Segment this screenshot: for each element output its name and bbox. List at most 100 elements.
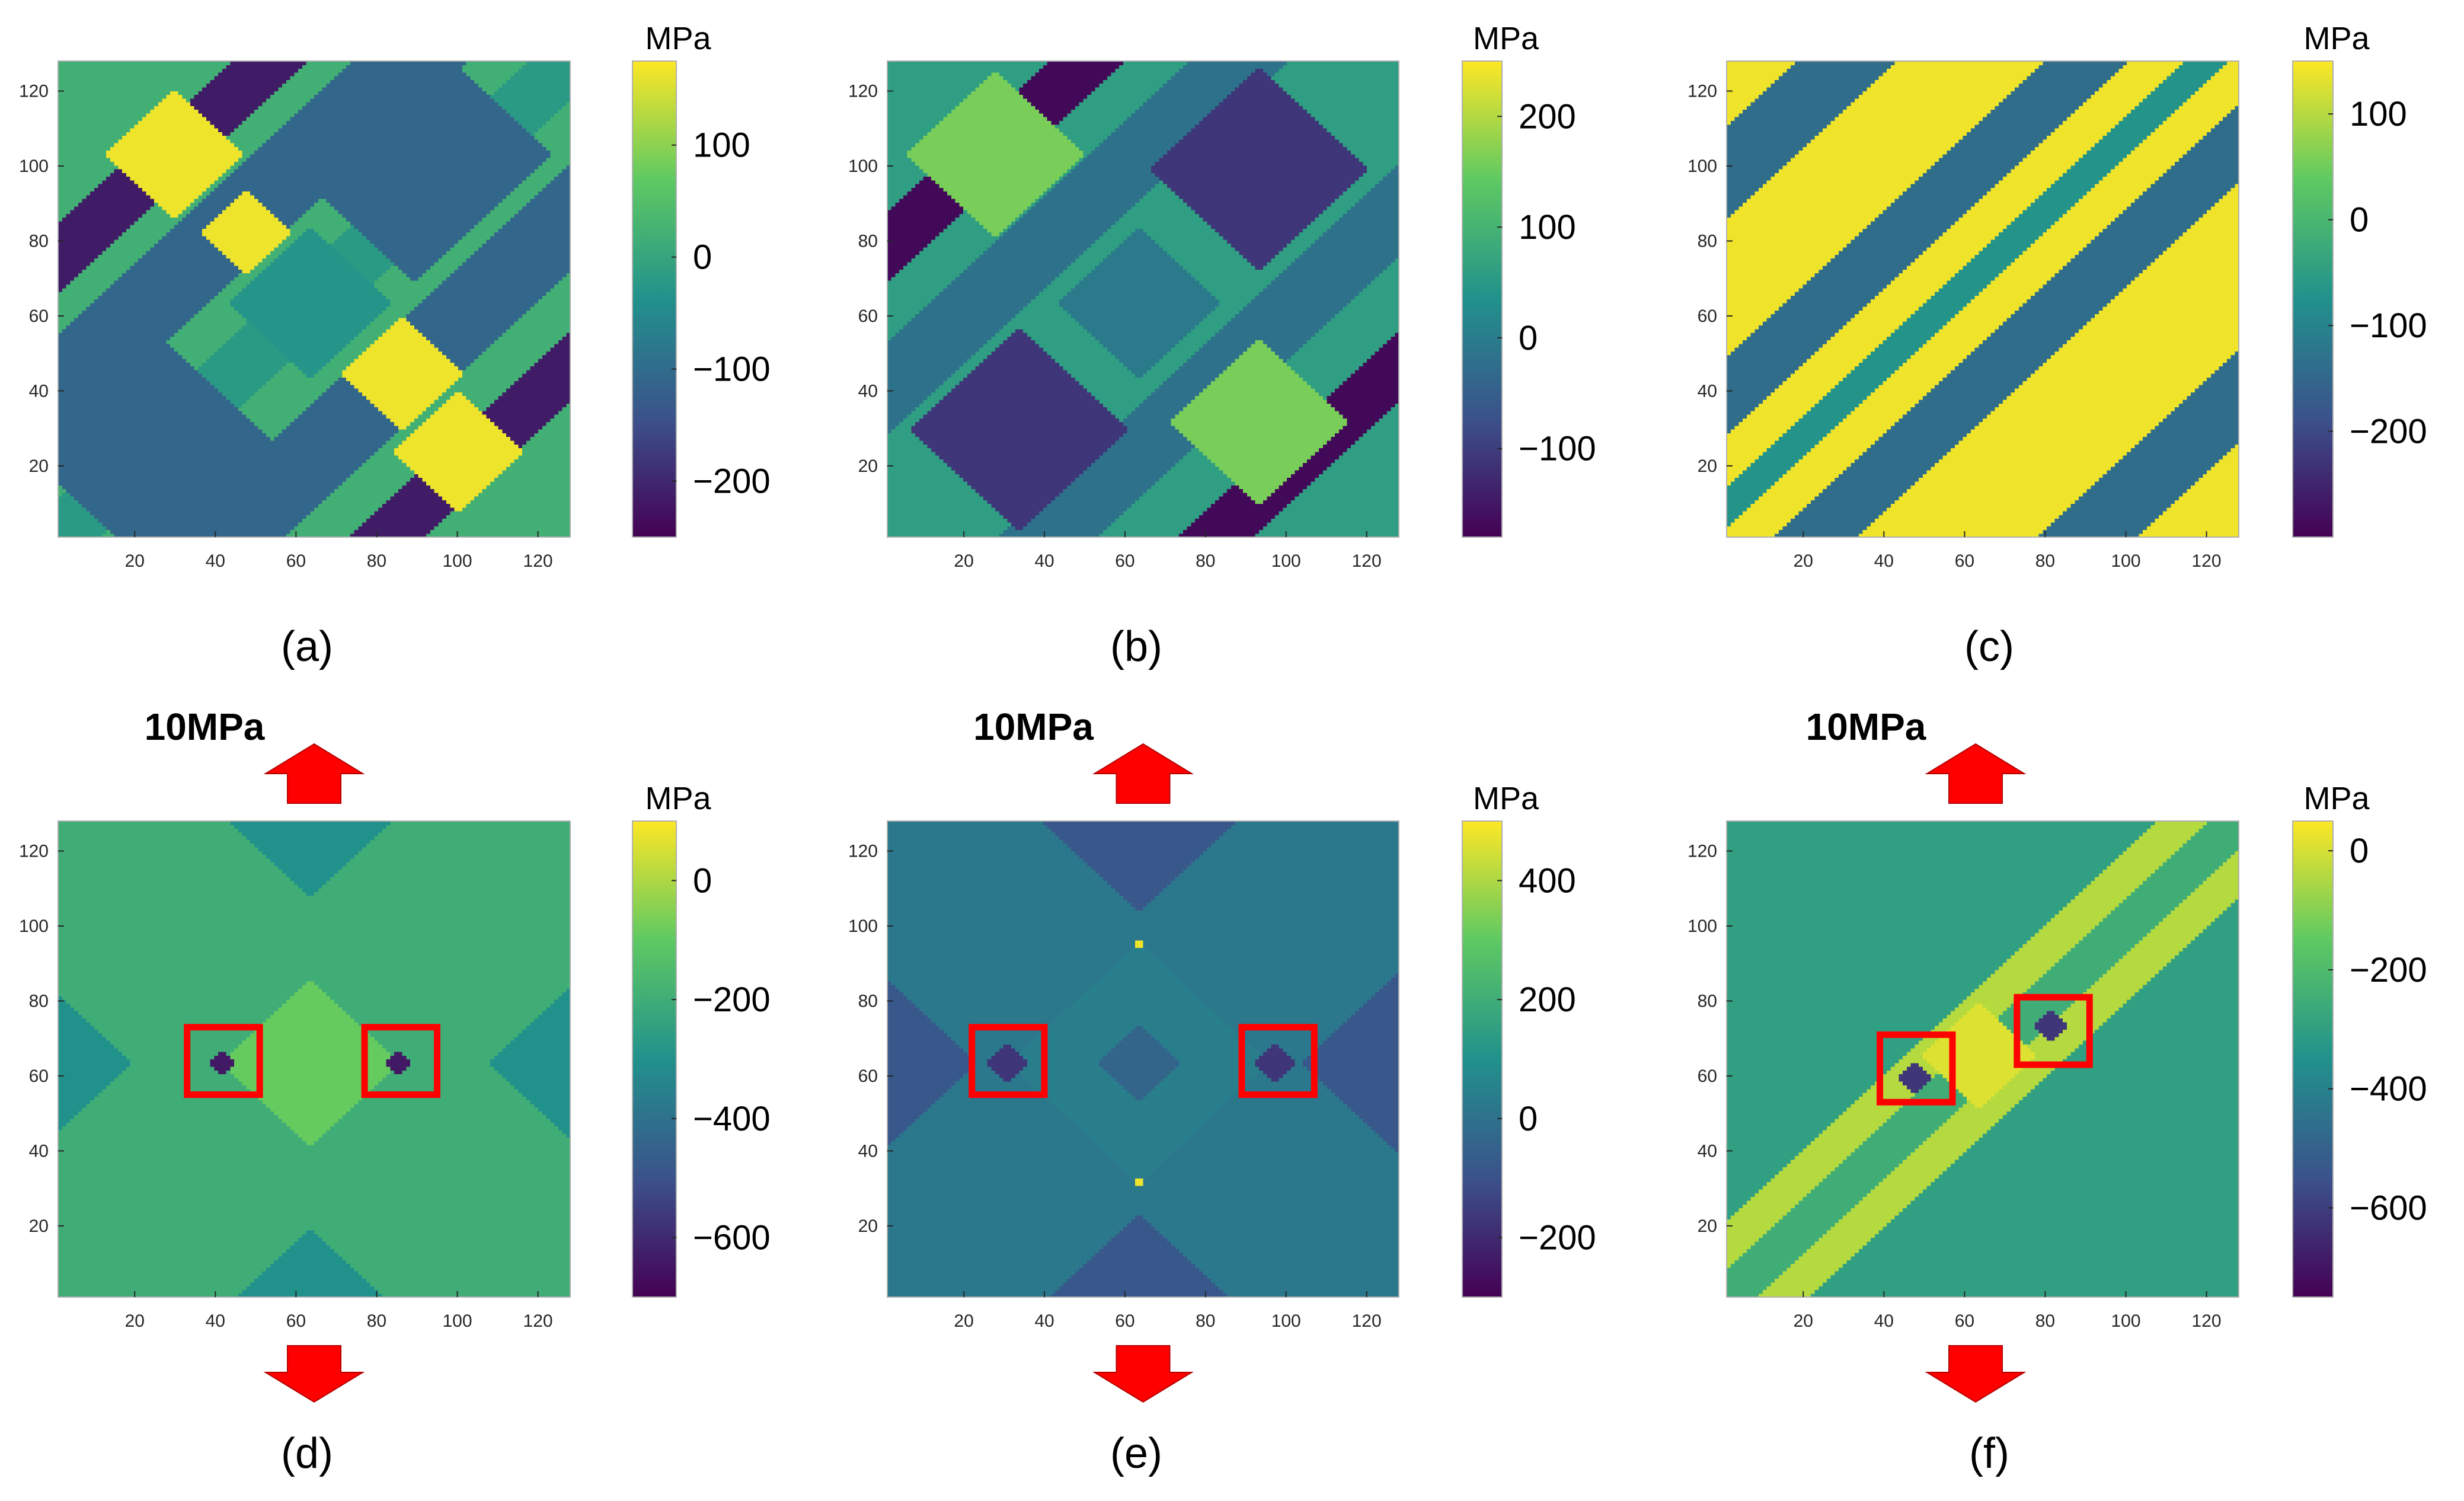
heatmap-cell	[446, 399, 471, 404]
heatmap-cell	[1123, 1036, 1156, 1041]
heatmap-cell	[82, 199, 155, 203]
heatmap-cell	[1890, 1219, 2239, 1224]
heatmap-cell	[114, 280, 231, 285]
heatmap-cell	[1835, 384, 1880, 389]
heatmap-cell	[1727, 973, 1992, 978]
heatmap-cell	[330, 492, 395, 497]
heatmap-cell	[1059, 836, 1220, 840]
heatmap-cell	[887, 936, 1399, 941]
heatmap-cell	[2166, 962, 2239, 967]
heatmap-cell	[1195, 1263, 1399, 1268]
heatmap-cell	[2143, 191, 2227, 196]
heatmap-cell	[374, 1085, 515, 1090]
heatmap-cell	[1107, 880, 1172, 885]
heatmap-cell	[114, 533, 287, 538]
heatmap-cell	[887, 470, 956, 474]
heatmap-cell	[1727, 470, 1743, 474]
heatmap-cell	[194, 199, 203, 203]
heatmap-cell	[959, 273, 1060, 277]
heatmap-cell	[1386, 410, 1399, 415]
heatmap-cell	[1727, 880, 2091, 885]
heatmap-cell	[290, 228, 307, 233]
heatmap-cell	[1727, 321, 1763, 326]
heatmap-cell	[2146, 135, 2203, 140]
heatmap-cell	[302, 518, 367, 523]
heatmap-cell	[434, 526, 571, 531]
heatmap-cell	[1727, 184, 1763, 188]
heatmap-cell	[2034, 1021, 2067, 1026]
heatmap-cell	[2226, 906, 2239, 911]
heatmap-cell	[2143, 436, 2239, 441]
heatmap-cell	[1727, 1036, 1923, 1041]
heatmap-cell	[1039, 194, 1044, 199]
heatmap-cell	[2166, 76, 2211, 80]
heatmap-cell	[66, 325, 183, 330]
heatmap-cell	[1727, 343, 1739, 348]
heatmap-cell	[1103, 529, 1184, 534]
heatmap-cell	[58, 455, 371, 459]
heatmap-cell	[2011, 1003, 2072, 1008]
heatmap-cell	[2171, 503, 2239, 508]
heatmap-cell	[1931, 165, 2015, 170]
heatmap-cell	[2006, 173, 2063, 177]
heatmap-cell	[2095, 184, 2152, 188]
heatmap-cell	[346, 1260, 571, 1264]
heatmap-cell	[1167, 470, 1223, 474]
heatmap-cell	[1343, 143, 1399, 147]
heatmap-cell	[58, 187, 95, 192]
heatmap-cell	[1999, 180, 2056, 184]
heatmap-cell	[1823, 436, 1880, 441]
heatmap-cell	[350, 362, 455, 367]
heatmap-cell	[2230, 109, 2239, 114]
heatmap-cell	[346, 228, 359, 233]
heatmap-cell	[1874, 1129, 1935, 1134]
heatmap-cell	[2043, 1033, 2059, 1037]
heatmap-cell	[266, 254, 279, 259]
heatmap-cell	[334, 873, 571, 877]
heatmap-cell	[887, 317, 912, 322]
heatmap-cell	[318, 503, 383, 508]
heatmap-cell	[1215, 306, 1244, 311]
heatmap-cell	[1159, 176, 1360, 181]
heatmap-cell	[907, 995, 1080, 1000]
heatmap-cell	[1727, 102, 1752, 106]
heatmap-cell	[2194, 832, 2239, 836]
heatmap-cell	[1947, 321, 2003, 326]
heatmap-cell	[1899, 194, 1983, 199]
heatmap-cell	[1770, 176, 1919, 181]
heatmap-cell	[983, 225, 1008, 229]
heatmap-cell	[2066, 1007, 2120, 1011]
heatmap-cell	[58, 1114, 75, 1119]
heatmap-cell	[1727, 910, 2059, 915]
heatmap-cell	[2002, 1085, 2035, 1090]
heatmap-cell	[1990, 1126, 2239, 1130]
heatmap-cell	[2050, 132, 2107, 136]
heatmap-cell	[1055, 832, 1223, 836]
heatmap-cell	[66, 488, 335, 493]
load-label: 10MPa	[145, 705, 265, 748]
heatmap-cell	[1814, 403, 1859, 408]
heatmap-cell	[250, 1088, 371, 1093]
heatmap-cell	[1047, 1096, 1136, 1101]
heatmap-cell	[935, 180, 1056, 184]
heatmap-cell	[1150, 899, 1399, 903]
heatmap-cell	[887, 1040, 956, 1045]
heatmap-cell	[1894, 1062, 1912, 1067]
heatmap-cell	[1127, 209, 1196, 214]
colorbar	[1462, 820, 1503, 1298]
heatmap-cell	[1267, 522, 1399, 526]
heatmap-cell	[1819, 1181, 1880, 1186]
heatmap-cell	[474, 403, 491, 408]
heatmap-cell	[490, 1059, 571, 1064]
heatmap-cell	[1727, 410, 1752, 415]
heatmap-cell	[1727, 117, 1736, 121]
heatmap-cell	[2191, 392, 2239, 397]
heatmap-cell	[1743, 109, 1843, 114]
heatmap-cell	[887, 284, 948, 289]
heatmap-cell	[482, 87, 499, 91]
heatmap-cell	[58, 921, 571, 926]
heatmap-cell	[1111, 522, 1191, 526]
heatmap-cell	[1351, 206, 1399, 210]
heatmap-cell	[246, 836, 375, 840]
heatmap-cell	[1951, 1114, 2003, 1119]
